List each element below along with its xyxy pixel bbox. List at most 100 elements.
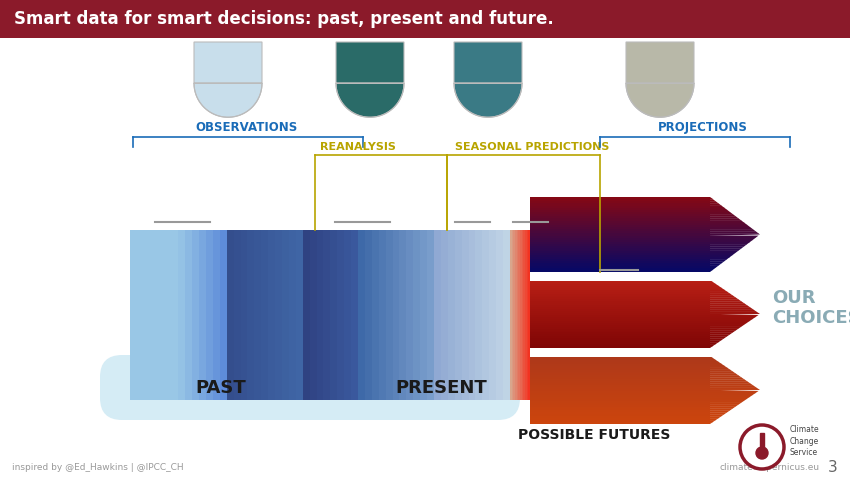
Bar	[371, 230, 379, 400]
Bar	[344, 230, 352, 400]
Bar	[530, 227, 710, 229]
Bar	[241, 230, 248, 400]
Polygon shape	[710, 300, 742, 301]
Bar	[530, 368, 710, 370]
Bar	[530, 259, 710, 262]
Bar	[144, 230, 151, 400]
Bar	[331, 230, 337, 400]
Bar	[503, 230, 511, 400]
Bar	[462, 230, 469, 400]
Polygon shape	[710, 414, 724, 417]
Polygon shape	[710, 303, 748, 306]
Polygon shape	[710, 340, 722, 342]
Polygon shape	[710, 252, 736, 255]
Text: OUR
CHOICES: OUR CHOICES	[772, 288, 850, 327]
Bar	[530, 216, 710, 219]
Bar	[530, 399, 710, 401]
Bar	[530, 385, 710, 387]
Polygon shape	[710, 282, 717, 284]
Bar	[530, 280, 710, 282]
Text: 3: 3	[828, 460, 838, 476]
Bar	[530, 242, 710, 244]
Bar	[530, 319, 710, 321]
Bar	[282, 230, 289, 400]
Bar	[530, 407, 710, 409]
Polygon shape	[710, 391, 758, 393]
Bar	[530, 282, 710, 284]
Bar	[530, 270, 710, 272]
Polygon shape	[710, 208, 728, 210]
Bar	[448, 230, 456, 400]
Bar	[530, 329, 710, 331]
Bar	[530, 300, 710, 301]
Polygon shape	[710, 346, 713, 348]
Polygon shape	[710, 284, 719, 286]
Bar	[530, 233, 710, 236]
Bar	[530, 225, 710, 228]
Polygon shape	[710, 240, 753, 242]
Bar	[530, 218, 710, 221]
Polygon shape	[710, 418, 718, 420]
Bar	[530, 315, 710, 317]
Bar	[530, 331, 710, 333]
Bar	[454, 42, 522, 83]
Bar	[530, 375, 710, 378]
Bar	[192, 230, 200, 400]
Bar	[530, 292, 710, 294]
Polygon shape	[710, 317, 756, 319]
Bar	[0, 0, 850, 38]
Bar	[530, 387, 710, 389]
Text: Climate
Change
Service: Climate Change Service	[790, 425, 819, 456]
Bar	[530, 265, 710, 268]
Bar	[530, 356, 710, 358]
Bar	[227, 230, 234, 400]
Bar	[303, 230, 310, 400]
Polygon shape	[710, 229, 756, 231]
Bar	[530, 301, 710, 304]
Bar	[406, 230, 414, 400]
Bar	[530, 255, 710, 257]
Polygon shape	[710, 214, 736, 216]
Polygon shape	[710, 257, 730, 260]
Bar	[530, 340, 710, 342]
Polygon shape	[710, 313, 760, 315]
Bar	[212, 230, 220, 400]
Polygon shape	[710, 249, 741, 251]
Bar	[530, 418, 710, 420]
Polygon shape	[710, 319, 753, 321]
Polygon shape	[710, 255, 733, 257]
Bar	[530, 268, 710, 270]
Bar	[316, 230, 324, 400]
Bar	[530, 261, 710, 264]
Bar	[530, 358, 710, 360]
Bar	[530, 204, 710, 206]
Bar	[351, 230, 359, 400]
Circle shape	[740, 425, 784, 469]
Polygon shape	[710, 344, 716, 347]
Bar	[530, 313, 710, 315]
Polygon shape	[710, 292, 730, 294]
Bar	[530, 326, 710, 329]
Polygon shape	[710, 326, 741, 329]
Text: inspired by @Ed_Hawkins | @IPCC_CH: inspired by @Ed_Hawkins | @IPCC_CH	[12, 464, 184, 472]
Bar	[530, 362, 710, 364]
Bar	[530, 252, 710, 255]
Polygon shape	[710, 199, 716, 202]
Polygon shape	[710, 393, 756, 395]
Bar	[530, 335, 710, 336]
Bar	[530, 360, 710, 362]
Bar	[358, 230, 366, 400]
FancyBboxPatch shape	[100, 355, 520, 420]
Bar	[530, 199, 710, 202]
Polygon shape	[710, 387, 759, 389]
Bar	[530, 311, 710, 313]
Text: POSSIBLE FUTURES: POSSIBLE FUTURES	[518, 428, 671, 442]
Bar	[530, 214, 710, 216]
Bar	[530, 205, 710, 208]
Bar	[530, 346, 710, 348]
Bar	[530, 236, 710, 238]
Bar	[530, 348, 725, 357]
Polygon shape	[710, 311, 759, 313]
Polygon shape	[710, 366, 728, 368]
Bar	[530, 336, 710, 338]
